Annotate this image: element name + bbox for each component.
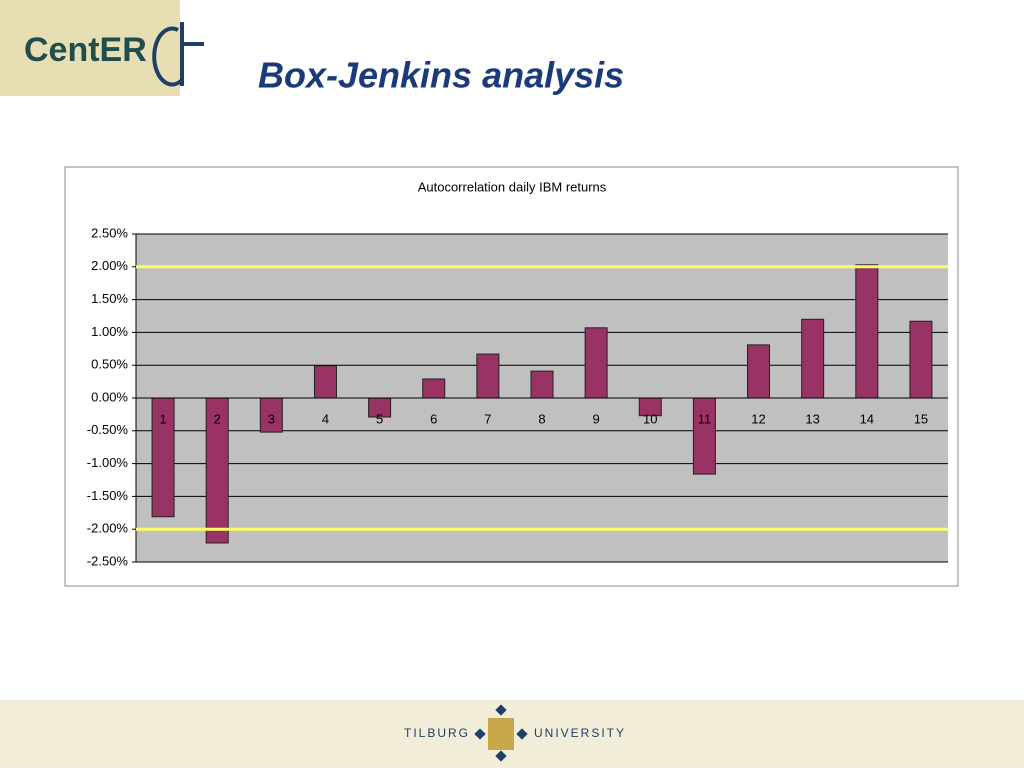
slide-title: Box-Jenkins analysis	[258, 55, 624, 96]
x-tick-label: 5	[376, 411, 383, 426]
logo-box	[0, 0, 180, 96]
y-tick-label: 1.00%	[91, 324, 128, 339]
bar	[692, 397, 716, 475]
bar	[801, 318, 825, 399]
y-tick-label: -1.50%	[87, 488, 129, 503]
bar	[747, 344, 771, 399]
y-tick-label: 1.50%	[91, 291, 128, 306]
y-tick-label: 2.00%	[91, 258, 128, 273]
x-tick-label: 4	[322, 411, 329, 426]
x-tick-label: 15	[914, 411, 928, 426]
x-tick-label: 8	[538, 411, 545, 426]
x-tick-label: 11	[698, 411, 712, 426]
bar	[909, 320, 933, 399]
bar	[855, 264, 879, 399]
y-tick-label: 2.50%	[91, 225, 128, 240]
logo-symbol	[152, 22, 204, 87]
x-tick-label: 14	[860, 411, 874, 426]
y-tick-label: 0.00%	[91, 389, 128, 404]
x-tick-label: 2	[214, 411, 221, 426]
x-tick-label: 3	[268, 411, 275, 426]
x-tick-label: 9	[593, 411, 600, 426]
bar	[422, 378, 446, 399]
bar	[313, 365, 337, 399]
footer-left: Tilburg	[404, 726, 470, 740]
x-tick-label: 10	[643, 411, 657, 426]
y-tick-label: 0.50%	[91, 357, 128, 372]
footer-right: University	[534, 726, 626, 740]
x-tick-label: 1	[159, 411, 166, 426]
x-tick-label: 7	[484, 411, 491, 426]
y-tick-label: -0.50%	[87, 422, 129, 437]
bar	[476, 353, 500, 399]
x-tick-label: 13	[805, 411, 819, 426]
x-tick-label: 12	[751, 411, 765, 426]
y-tick-label: -1.00%	[87, 455, 129, 470]
y-tick-label: -2.50%	[87, 553, 129, 568]
x-tick-label: 6	[430, 411, 437, 426]
logo-text: CentER	[24, 31, 147, 69]
bar	[530, 370, 554, 399]
bar	[584, 327, 608, 399]
y-tick-label: -2.00%	[87, 521, 129, 536]
chart-title: Autocorrelation daily IBM returns	[418, 179, 607, 194]
footer-emblem	[474, 704, 528, 762]
